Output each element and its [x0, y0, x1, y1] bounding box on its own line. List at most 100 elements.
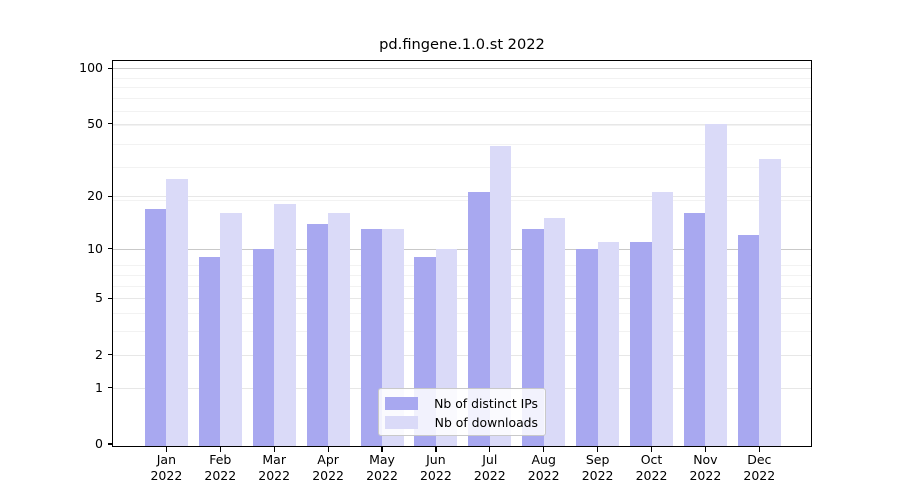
x-tick: [543, 447, 545, 452]
y-tick-label: 100: [79, 60, 103, 76]
gridline-major: [113, 196, 811, 198]
bar-distinct-ips-dec: [737, 235, 760, 446]
bar-downloads-nov: [705, 123, 727, 446]
x-tick-year: 2022: [581, 467, 614, 483]
y-tick-label: 2: [95, 346, 103, 362]
x-tick-year: 2022: [258, 467, 291, 483]
bar-distinct-ips-jul: [468, 192, 490, 446]
bar-downloads-feb: [220, 213, 242, 446]
bar-distinct-ips-apr: [306, 223, 329, 446]
y-tick: [108, 297, 112, 299]
y-tick: [108, 123, 112, 125]
bar-downloads-jul: [489, 145, 512, 446]
bar-downloads-apr: [328, 213, 350, 446]
legend-label-downloads: Nb of downloads: [434, 415, 538, 430]
x-tick-label: Sep 2022: [570, 452, 626, 483]
x-tick-month: Feb: [209, 452, 232, 467]
x-tick-month: Jul: [482, 452, 498, 467]
legend-swatch-distinct-ips: [385, 397, 418, 410]
x-tick-year: 2022: [635, 467, 668, 483]
y-tick-label: 0: [95, 436, 103, 451]
x-tick: [650, 447, 653, 452]
x-tick: [704, 447, 707, 452]
bar-distinct-ips-feb: [198, 256, 221, 446]
bar-downloads-aug: [543, 218, 566, 446]
y-tick: [108, 353, 112, 356]
legend: Nb of distinct IPs Nb of downloads: [378, 388, 546, 436]
x-tick: [597, 447, 599, 452]
y-tick-label: 10: [87, 240, 103, 256]
gridline-minor: [113, 77, 811, 79]
bar-downloads-dec: [759, 159, 781, 446]
x-tick-label: Jun 2022: [408, 452, 464, 483]
x-tick-label: Oct 2022: [624, 452, 680, 483]
gridline-minor: [113, 110, 811, 112]
x-tick-year: 2022: [689, 467, 722, 483]
gridline-major: [113, 68, 811, 70]
x-tick: [435, 447, 437, 452]
x-tick-label: Aug 2022: [516, 452, 572, 483]
gridline-minor: [113, 265, 811, 267]
y-tick: [108, 387, 112, 389]
bar-downloads-mar: [274, 204, 296, 446]
x-tick: [381, 447, 383, 452]
x-tick-month: Mar: [262, 452, 286, 467]
x-tick: [758, 447, 760, 452]
x-tick-month: Jun: [426, 452, 446, 467]
x-tick-label: Feb 2022: [192, 452, 248, 483]
x-tick-year: 2022: [473, 467, 506, 483]
x-tick-label: Dec 2022: [731, 452, 787, 483]
bar-downloads-oct: [651, 192, 673, 446]
x-tick-month: Jan: [156, 452, 177, 467]
bar-distinct-ips-nov: [683, 213, 706, 446]
x-tick-year: 2022: [527, 467, 560, 483]
gridline-major: [113, 123, 811, 125]
gridline-minor: [113, 98, 811, 99]
y-tick-label: 50: [87, 115, 103, 131]
y-tick: [108, 67, 112, 69]
gridline-minor: [113, 274, 811, 276]
x-tick-year: 2022: [150, 467, 183, 483]
gridline-major: [113, 354, 811, 356]
x-tick-year: 2022: [419, 467, 452, 483]
x-tick-label: Jan 2022: [138, 452, 194, 483]
gridline-minor: [113, 285, 811, 287]
gridline-major: [113, 298, 811, 300]
x-tick: [219, 447, 221, 452]
x-tick-year: 2022: [204, 467, 237, 483]
bar-distinct-ips-mar: [252, 248, 275, 446]
x-tick-label: May 2022: [354, 452, 410, 483]
gridline-minor: [113, 312, 811, 314]
bar-distinct-ips-may: [360, 229, 382, 446]
x-tick-label: Nov 2022: [677, 452, 733, 483]
chart-title: pd.fingene.1.0.st 2022: [379, 36, 545, 53]
gridline-major: [113, 248, 811, 250]
y-tick-label: 5: [95, 290, 103, 306]
x-tick-label: Mar 2022: [246, 452, 302, 483]
gridline-minor: [113, 87, 811, 89]
x-tick-label: Jul 2022: [462, 452, 518, 483]
bar-downloads-jan: [166, 178, 188, 446]
gridline-minor: [113, 331, 811, 333]
x-tick-month: Sep: [585, 452, 610, 467]
x-tick-month: May: [369, 452, 395, 467]
y-tick-label: 1: [95, 379, 103, 395]
gridline-minor: [113, 125, 811, 127]
x-tick-month: Nov: [693, 452, 718, 467]
legend-item-downloads: Nb of downloads: [385, 413, 538, 432]
legend-item-distinct-ips: Nb of distinct IPs: [385, 394, 538, 413]
x-tick-label: Apr 2022: [300, 452, 356, 483]
x-tick-month: Dec: [747, 452, 772, 467]
gridline-minor: [113, 200, 811, 202]
bar-downloads-sep: [597, 241, 620, 446]
legend-label-distinct-ips: Nb of distinct IPs: [434, 396, 538, 411]
x-tick: [165, 447, 168, 452]
bar-distinct-ips-oct: [630, 241, 652, 446]
gridline-minor: [113, 143, 811, 145]
x-tick-month: Oct: [640, 452, 663, 467]
x-tick-year: 2022: [366, 467, 398, 483]
y-tick-label: 20: [87, 188, 103, 204]
bar-distinct-ips-sep: [576, 248, 598, 446]
